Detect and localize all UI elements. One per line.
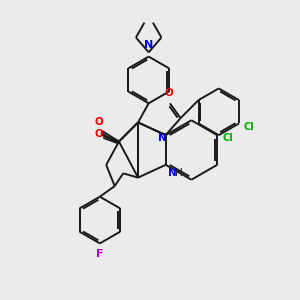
- Text: Cl: Cl: [243, 122, 254, 132]
- Text: O: O: [94, 117, 103, 127]
- Text: H: H: [175, 168, 183, 178]
- Text: N: N: [144, 40, 153, 50]
- Text: F: F: [96, 249, 103, 259]
- Text: O: O: [164, 88, 173, 98]
- Text: O: O: [94, 129, 103, 139]
- Text: N: N: [168, 168, 176, 178]
- Text: N: N: [158, 133, 167, 143]
- Text: Cl: Cl: [223, 133, 234, 143]
